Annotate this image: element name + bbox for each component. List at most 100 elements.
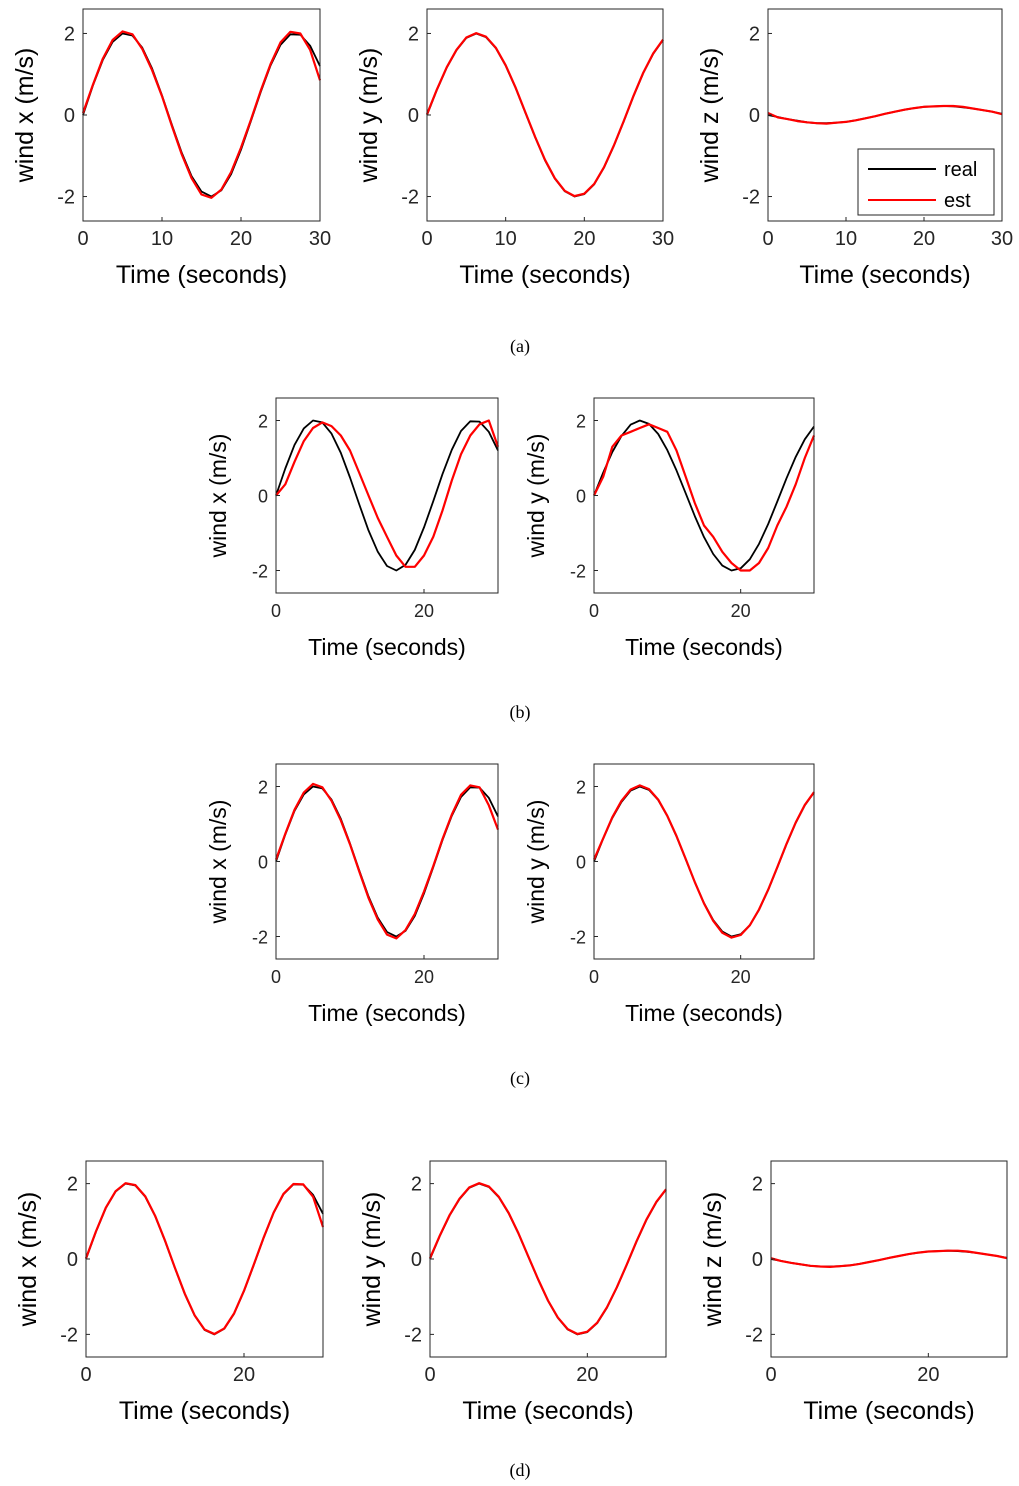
- series-line-est: [84, 1182, 325, 1336]
- y-axis-label: wind y (m/s): [358, 1192, 386, 1328]
- x-tick-label: 30: [652, 228, 674, 250]
- y-tick-label: 2: [258, 412, 268, 432]
- x-tick-label: 0: [765, 1364, 776, 1386]
- x-axis-label: Time (seconds): [462, 1397, 633, 1425]
- y-tick-label: -2: [401, 187, 419, 209]
- y-tick-label: 0: [576, 853, 586, 873]
- x-tick-label: 20: [917, 1364, 939, 1386]
- y-tick-label: 0: [411, 1249, 422, 1271]
- y-tick-label: 0: [576, 487, 586, 507]
- y-tick-label: 0: [258, 487, 268, 507]
- legend-label-est: est: [944, 190, 971, 212]
- x-tick-label: 0: [589, 601, 599, 621]
- x-axis-label: Time (seconds): [625, 634, 783, 660]
- x-tick-label: 30: [309, 228, 331, 250]
- y-axis-label: wind x (m/s): [205, 800, 231, 925]
- x-tick-label: 0: [424, 1364, 435, 1386]
- series-line-est: [770, 1249, 1008, 1269]
- x-tick-label: 10: [151, 228, 173, 250]
- x-tick-label: 0: [421, 228, 432, 250]
- y-tick-label: 0: [752, 1249, 763, 1271]
- y-tick-label: -2: [745, 1324, 763, 1346]
- y-tick-label: 2: [752, 1174, 763, 1196]
- x-tick-label: 0: [762, 228, 773, 250]
- x-axis-label: Time (seconds): [308, 1000, 466, 1026]
- y-tick-label: 2: [408, 23, 419, 45]
- y-tick-label: 2: [67, 1174, 78, 1196]
- x-tick-label: 20: [576, 1364, 598, 1386]
- series-line-est: [428, 1182, 667, 1336]
- x-axis-label: Time (seconds): [625, 1000, 783, 1026]
- y-tick-label: -2: [742, 187, 760, 209]
- y-axis-label: wind y (m/s): [355, 48, 383, 184]
- x-tick-label: 10: [835, 228, 857, 250]
- series-line-est: [593, 423, 816, 572]
- series-line-real: [275, 419, 499, 572]
- series-line-est: [274, 782, 500, 940]
- y-tick-label: -2: [404, 1324, 422, 1346]
- x-axis-label: Time (seconds): [116, 261, 287, 289]
- y-tick-label: -2: [57, 187, 75, 209]
- x-tick-label: 20: [573, 228, 595, 250]
- legend-box: [857, 148, 995, 216]
- y-axis-label: wind z (m/s): [696, 48, 724, 184]
- legend-label-real: real: [944, 159, 977, 181]
- y-tick-label: 2: [576, 412, 586, 432]
- x-tick-label: 20: [233, 1364, 255, 1386]
- series-line-real: [593, 785, 815, 938]
- series-line-est: [275, 419, 500, 568]
- x-tick-label: 20: [414, 967, 434, 987]
- y-axis-label: wind x (m/s): [14, 1192, 42, 1328]
- y-tick-label: 2: [258, 778, 268, 798]
- y-axis-label: wind x (m/s): [205, 434, 231, 559]
- y-tick-label: 2: [64, 23, 75, 45]
- series-line-real: [82, 32, 321, 198]
- y-axis-label: wind y (m/s): [523, 434, 549, 559]
- x-tick-label: 20: [230, 228, 252, 250]
- y-tick-label: 2: [749, 23, 760, 45]
- x-tick-label: 30: [991, 228, 1013, 250]
- y-tick-label: -2: [570, 562, 586, 582]
- y-axis-label: wind y (m/s): [523, 800, 549, 925]
- x-tick-label: 20: [731, 601, 751, 621]
- series-line-est: [767, 104, 1003, 125]
- y-tick-label: 0: [749, 105, 760, 127]
- y-tick-label: 2: [411, 1174, 422, 1196]
- x-axis-label: Time (seconds): [459, 261, 630, 289]
- axes-box: [593, 397, 815, 594]
- caption-d: (d): [509, 1460, 531, 1480]
- series-line-est: [81, 30, 322, 199]
- caption-c: (c): [510, 1068, 530, 1088]
- series-line-real: [429, 1182, 667, 1336]
- y-axis-label: wind z (m/s): [699, 1192, 727, 1328]
- y-tick-label: 0: [408, 105, 419, 127]
- x-tick-label: 10: [495, 228, 517, 250]
- x-tick-label: 0: [80, 1364, 91, 1386]
- x-tick-label: 20: [731, 967, 751, 987]
- y-tick-label: -2: [570, 928, 586, 948]
- legend: real est: [857, 148, 995, 216]
- caption-a: (a): [510, 336, 530, 356]
- series-line-est: [425, 31, 664, 198]
- series-line-real: [85, 1182, 324, 1336]
- series-line-real: [593, 419, 815, 572]
- y-tick-label: -2: [252, 562, 268, 582]
- y-tick-label: 0: [258, 853, 268, 873]
- x-tick-label: 0: [271, 967, 281, 987]
- y-tick-label: 0: [67, 1249, 78, 1271]
- y-tick-label: 2: [576, 778, 586, 798]
- x-axis-label: Time (seconds): [119, 1397, 290, 1425]
- x-tick-label: 20: [414, 601, 434, 621]
